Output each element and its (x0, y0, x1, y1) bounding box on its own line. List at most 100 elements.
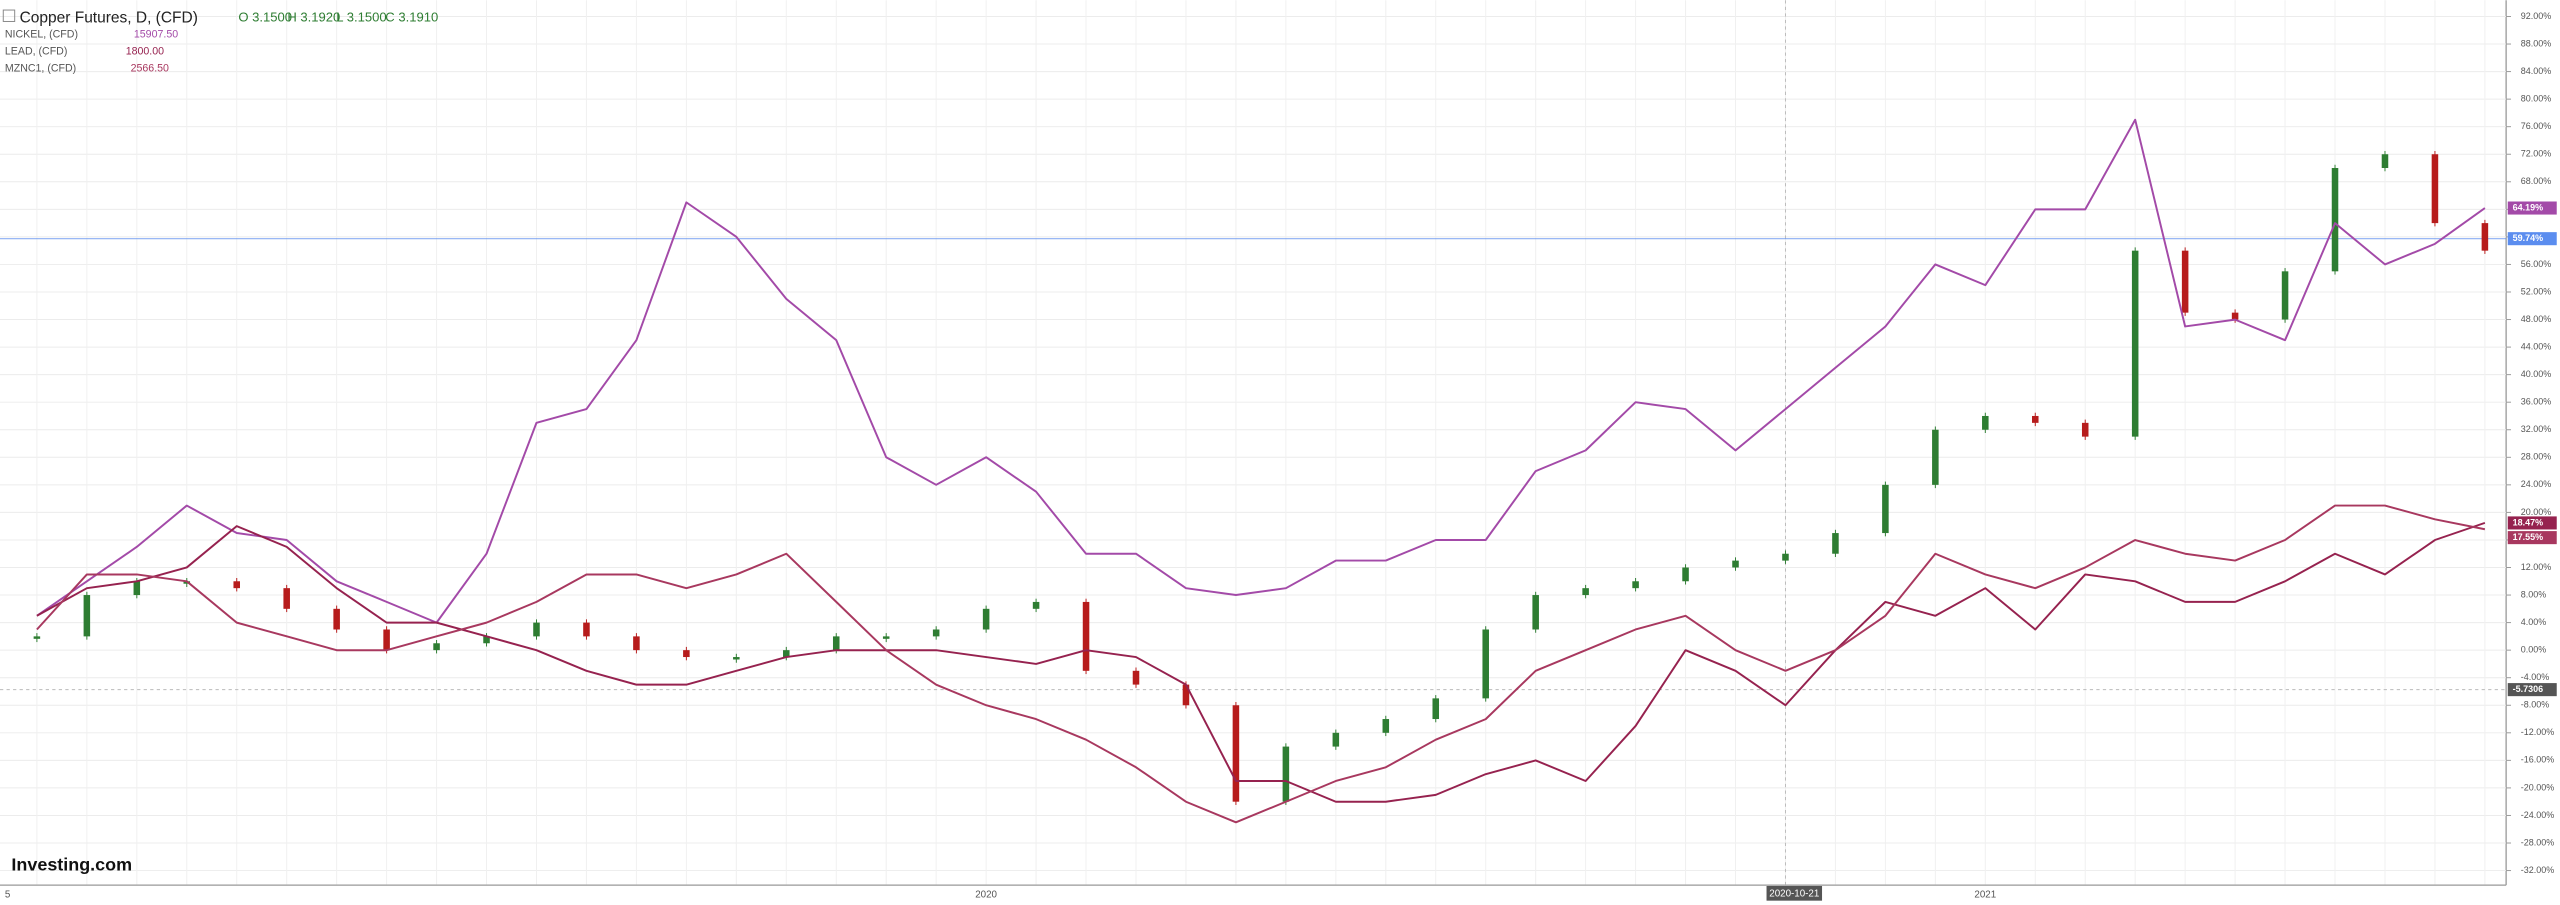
y-tick-label: 56.00% (2521, 259, 2551, 269)
y-tick-label: 80.00% (2521, 94, 2551, 104)
y-tick-label: 76.00% (2521, 121, 2551, 131)
crosshair-date: 2020-10-21 (1769, 889, 1819, 900)
candle-body (1882, 484, 1889, 534)
y-tick-label: 40.00% (2521, 369, 2551, 379)
candle-body (1182, 684, 1190, 706)
y-tick-label: -20.00% (2521, 782, 2554, 792)
y-tick-label: 44.00% (2521, 341, 2551, 351)
candle-body (1832, 533, 1839, 554)
candle-body (1382, 719, 1390, 733)
candle-body (583, 622, 590, 637)
candle-body (982, 608, 990, 630)
candle-body (932, 629, 940, 637)
legend-price: 15907.50 (134, 28, 178, 40)
y-tick-label: -8.00% (2521, 700, 2549, 710)
candle-body (333, 608, 340, 630)
y-tick-label: 24.00% (2521, 479, 2551, 489)
last-value-label: 18.47% (2513, 517, 2543, 527)
candle-body (882, 636, 890, 639)
candle-body (2431, 154, 2439, 224)
candle-body (2131, 250, 2139, 437)
y-tick-label: 8.00% (2521, 589, 2546, 599)
legend: Copper Futures, D, (CFD) O 3.1500 H 3.19… (2, 9, 438, 75)
candle-body (633, 636, 640, 651)
legend-name: NICKEL, (CFD) (5, 28, 78, 40)
last-value-label-bg (2507, 201, 2557, 215)
y-tick-label: 84.00% (2521, 66, 2551, 76)
candle-body (1632, 581, 1639, 589)
crosshair-label: -5.7306 (2513, 684, 2543, 694)
candle-body (133, 581, 141, 596)
candle-body (33, 636, 41, 639)
legend-price: 2566.50 (131, 63, 169, 75)
candle-body (2231, 312, 2239, 320)
candle-body (533, 622, 540, 637)
series-line (36, 521, 2486, 803)
x-tick-label: 2021 (1974, 890, 1996, 901)
candle-body (1732, 560, 1739, 568)
candle-body (2181, 250, 2189, 313)
candle-body (683, 650, 690, 658)
price-line-label: 59.74% (2513, 233, 2543, 243)
candle-body (1532, 595, 1539, 630)
ohlc-high: H 3.1920 (287, 10, 340, 25)
legend-name: MZNC1, (CFD) (5, 63, 76, 75)
candle-body (2331, 168, 2339, 272)
collapse-button[interactable] (2, 9, 16, 22)
crosshair-badge (1766, 885, 1823, 901)
ohlc-open: O 3.1500 (238, 10, 292, 25)
crosshair-label-bg (2507, 683, 2557, 697)
candle-body (1332, 732, 1340, 747)
candle-body (2281, 271, 2289, 320)
candle-body (2381, 154, 2389, 169)
ohlc-close: C 3.1910 (385, 10, 438, 25)
x-tick-label: 5 (5, 890, 11, 901)
candle-body (1482, 629, 1489, 699)
y-tick-label: -4.00% (2521, 672, 2549, 682)
y-tick-label: 52.00% (2521, 286, 2551, 296)
candle-body (1432, 698, 1440, 720)
price-line-label-bg (2507, 232, 2557, 246)
series-line (36, 118, 2486, 624)
candle-body (1082, 601, 1090, 671)
candle-body (233, 581, 240, 589)
y-tick-label: 4.00% (2521, 617, 2546, 627)
candle-body (483, 636, 490, 644)
candle-body (1132, 670, 1140, 685)
ohlc-low: L 3.1500 (336, 10, 386, 25)
candle-body (2032, 415, 2039, 423)
candle-body (1282, 746, 1290, 802)
y-tick-label: 72.00% (2521, 149, 2551, 159)
candle-body (783, 650, 790, 658)
y-tick-label: 0.00% (2521, 645, 2546, 655)
axis-labels: 92.00% 88.00% 84.00% 80.00% 76.00% 72.00% 68.0… (5, 11, 2557, 901)
candle-body (83, 595, 91, 637)
y-tick-label: -24.00% (2521, 810, 2554, 820)
y-tick-label: 88.00% (2521, 38, 2551, 48)
candle-body (433, 643, 440, 651)
last-value-label-bg (2507, 516, 2557, 530)
candle-body (832, 636, 840, 651)
plot (33, 118, 2489, 824)
y-tick-label: -16.00% (2521, 755, 2554, 765)
legend-name: LEAD, (CFD) (5, 45, 67, 57)
candle-body (1682, 567, 1689, 582)
last-value-label: 17.55% (2513, 532, 2543, 542)
y-tick-label: 28.00% (2521, 452, 2551, 462)
candle-body (383, 629, 390, 651)
candle-body (2481, 223, 2489, 251)
y-tick-label: 32.00% (2521, 424, 2551, 434)
last-value-label-bg (2507, 531, 2557, 545)
y-tick-label: 48.00% (2521, 314, 2551, 324)
candle-body (1032, 601, 1040, 609)
candle-body (1982, 415, 1989, 430)
candle-body (1582, 588, 1589, 596)
last-value-label: 64.19% (2513, 202, 2543, 212)
y-tick-label: 12.00% (2521, 562, 2551, 572)
y-tick-label: -32.00% (2521, 865, 2554, 875)
x-tick-label: 2020 (975, 890, 997, 901)
candle-body (1932, 429, 1939, 485)
chart-title: Copper Futures, D, (CFD) (20, 9, 198, 26)
